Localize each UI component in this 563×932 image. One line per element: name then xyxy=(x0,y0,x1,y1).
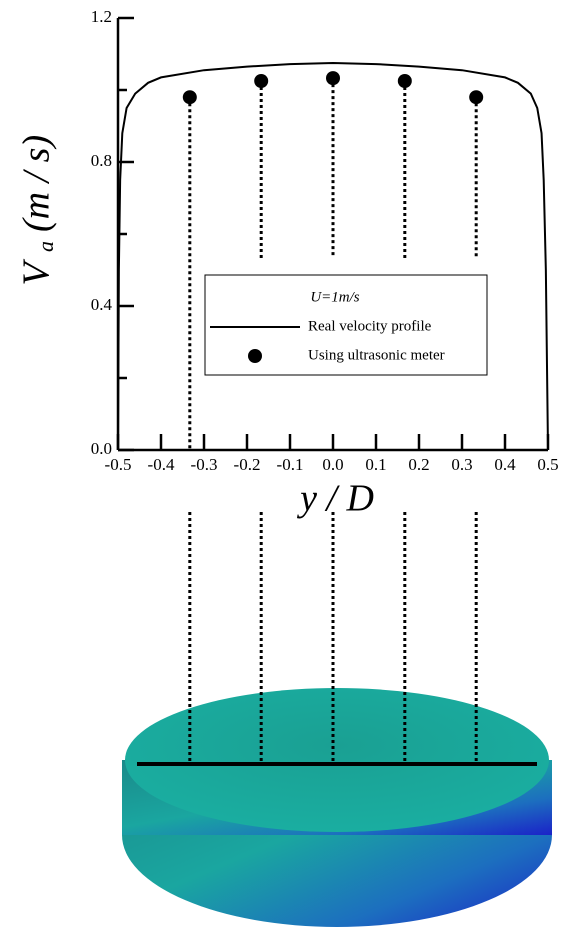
disc-top xyxy=(125,688,549,832)
measurement-dot xyxy=(469,90,484,105)
x-tick-label: -0.5 xyxy=(105,455,132,474)
y-tick-label: 0.8 xyxy=(91,151,112,170)
legend-title: U=1m/s xyxy=(310,289,359,305)
y-tick-label: 0.0 xyxy=(91,439,112,458)
legend-label: Using ultrasonic meter xyxy=(308,347,445,363)
measurement-dot xyxy=(397,74,412,88)
measurement-dot xyxy=(254,74,269,88)
x-tick-label: 0.5 xyxy=(537,455,558,474)
y-label-main: V xyxy=(16,259,58,286)
x-tick-label: 0.4 xyxy=(494,455,516,474)
legend-dot xyxy=(248,349,262,363)
x-tick-label: 0.0 xyxy=(322,455,343,474)
x-tick-label: -0.4 xyxy=(148,455,175,474)
measurement-dot xyxy=(182,90,197,105)
x-tick-label: -0.1 xyxy=(277,455,304,474)
disc-illustration xyxy=(122,688,552,927)
legend: U=1m/s Real velocity profile Using ultra… xyxy=(204,274,488,376)
x-tick-label: -0.2 xyxy=(234,455,261,474)
y-tick-label: 0.4 xyxy=(91,295,113,314)
legend-label: Real velocity profile xyxy=(308,318,432,334)
y-axis-label: V a (m / s) xyxy=(16,135,58,286)
y-tick-label: 1.2 xyxy=(91,7,112,26)
x-tick-label: 0.2 xyxy=(408,455,429,474)
x-tick-label: 0.3 xyxy=(451,455,472,474)
velocity-profile xyxy=(117,61,549,451)
x-tick-label: 0.1 xyxy=(365,455,386,474)
measurement-dot xyxy=(326,71,340,86)
x-axis-label: y / D xyxy=(296,478,374,520)
y-label-unit: (m / s) xyxy=(16,135,58,232)
x-tick-label: -0.3 xyxy=(191,455,218,474)
y-label-sub: a xyxy=(33,241,58,252)
